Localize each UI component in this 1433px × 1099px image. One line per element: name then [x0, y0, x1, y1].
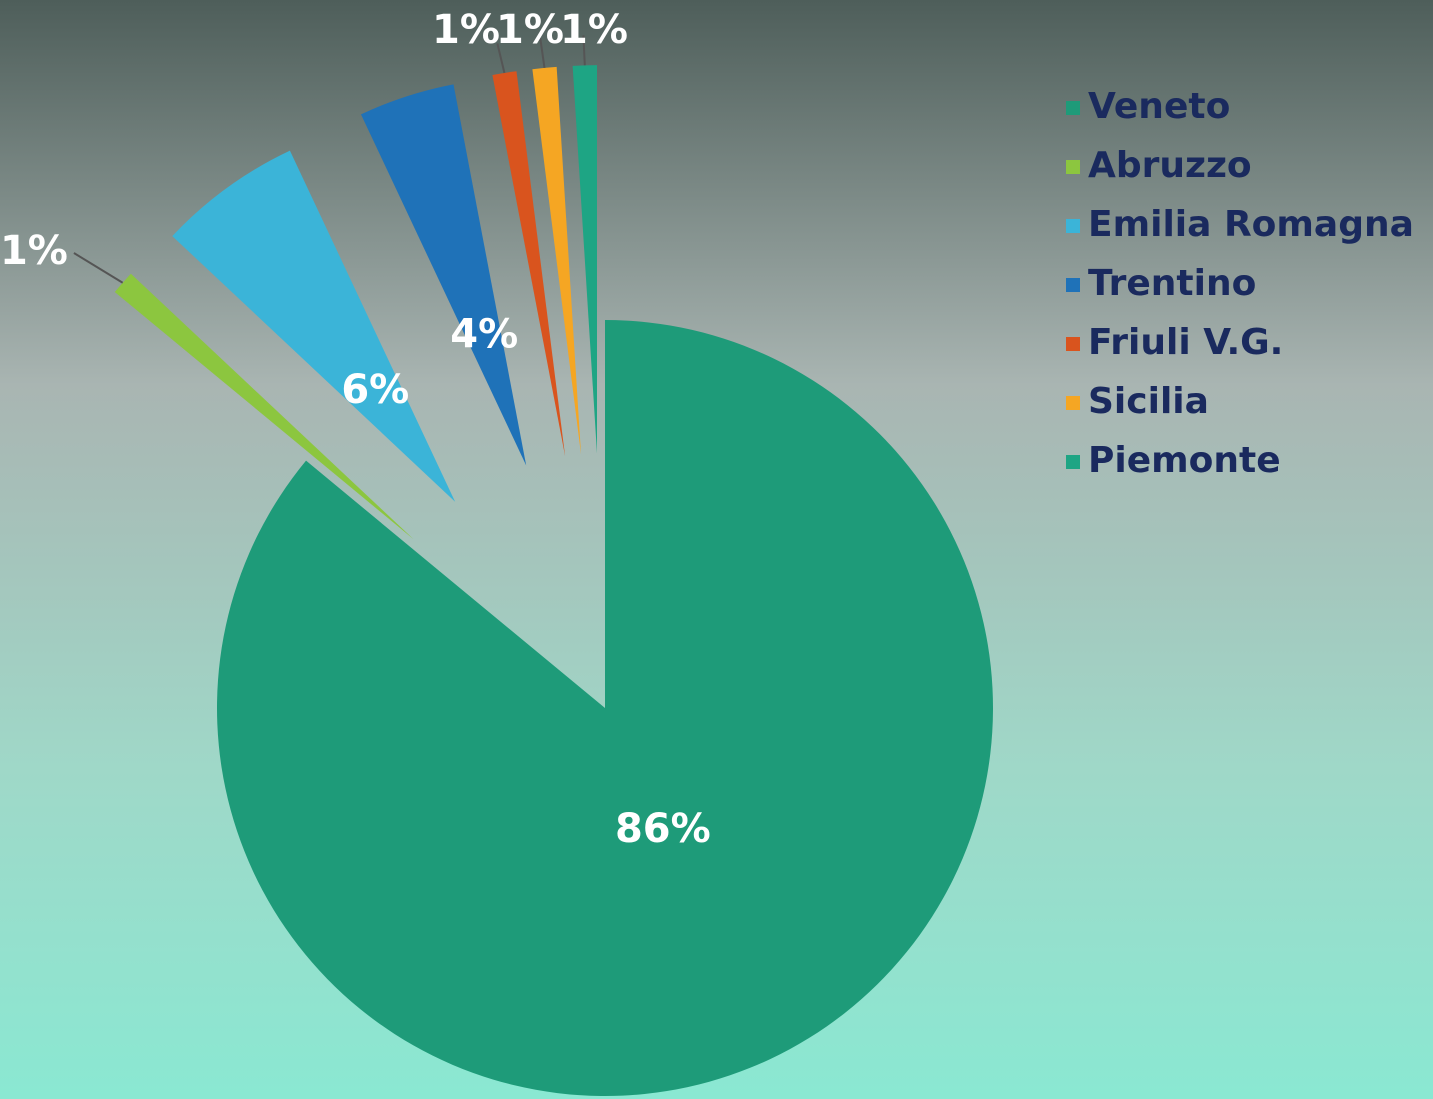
- leader-line: [496, 43, 506, 74]
- pie-slice: [216, 320, 993, 1096]
- pie: 86%1%6%4%1%1%1%: [0, 7, 993, 1096]
- legend: Veneto Abruzzo Emilia Romagna Trentino Friul…: [1066, 86, 1414, 481]
- data-label: 6%: [341, 367, 409, 413]
- data-label: 1%: [496, 7, 564, 53]
- legend-label: Abruzzo: [1088, 145, 1252, 186]
- leader-line: [582, 35, 586, 66]
- legend-label: Veneto: [1088, 86, 1230, 127]
- pie-slice: [492, 71, 566, 457]
- legend-label: Piemonte: [1088, 440, 1281, 481]
- pie-slice: [360, 84, 527, 466]
- leader-line: [73, 252, 124, 284]
- pie-slice: [172, 150, 456, 502]
- pie-slice: [532, 66, 582, 455]
- data-label: 1%: [432, 7, 500, 53]
- legend-label: Trentino: [1088, 263, 1256, 304]
- legend-swatch: [1066, 160, 1080, 174]
- legend-label: Sicilia: [1088, 381, 1209, 422]
- legend-label: Emilia Romagna: [1088, 204, 1414, 245]
- data-label: 4%: [450, 311, 518, 357]
- legend-swatch: [1066, 101, 1080, 115]
- data-label: 1%: [0, 228, 68, 274]
- pie-slice: [572, 65, 597, 454]
- data-label: 86%: [615, 806, 711, 852]
- legend-swatch: [1066, 337, 1080, 351]
- data-label: 1%: [560, 7, 628, 53]
- pie-slice: [114, 273, 414, 540]
- legend-swatch: [1066, 219, 1080, 233]
- legend-swatch: [1066, 278, 1080, 292]
- leader-line: [539, 37, 546, 68]
- legend-swatch: [1066, 455, 1080, 469]
- legend-label: Friuli V.G.: [1088, 322, 1283, 363]
- legend-swatch: [1066, 396, 1080, 410]
